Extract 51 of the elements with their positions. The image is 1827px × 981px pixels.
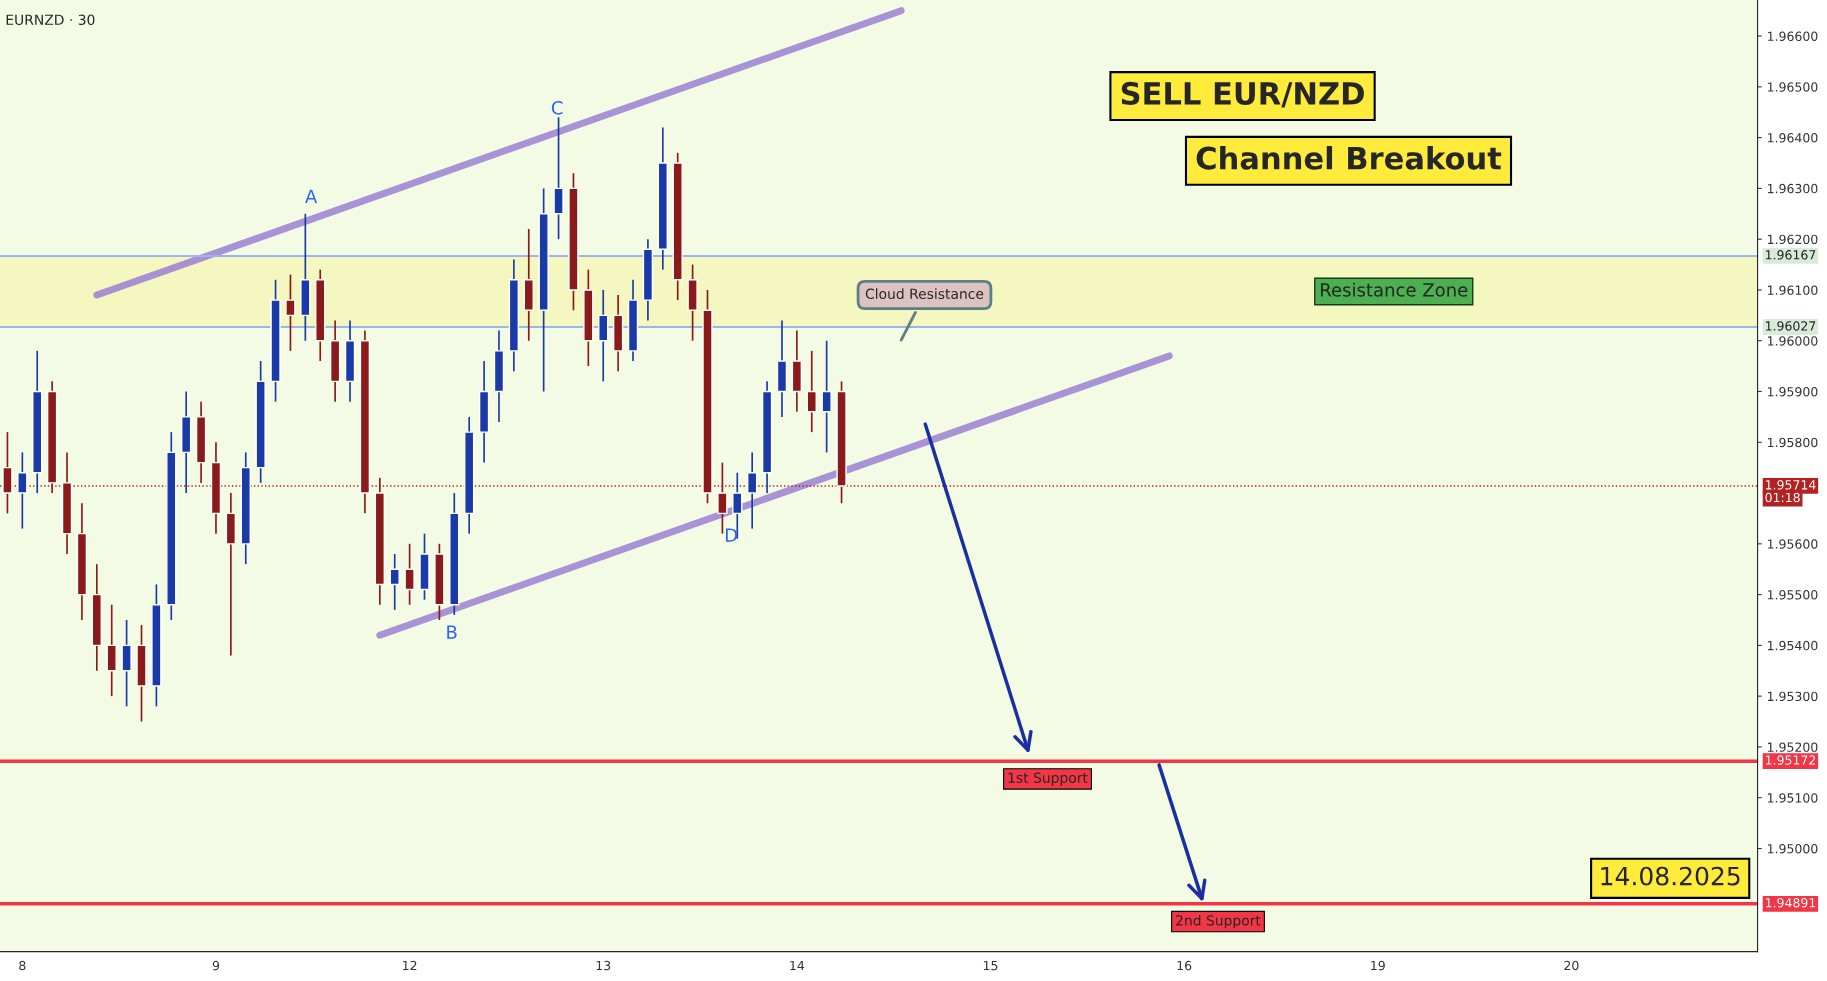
ref-line-label: 1.96167 — [1765, 250, 1816, 260]
candlestick — [17, 451, 28, 530]
annotation: D — [725, 528, 738, 542]
candlestick — [389, 553, 400, 611]
candlestick — [806, 350, 817, 433]
annotation: Cloud Resistance — [865, 288, 984, 300]
candlestick — [717, 461, 728, 535]
y-tick-label: 1.96000 — [1767, 336, 1818, 346]
y-tick-label: 1.96400 — [1767, 133, 1818, 143]
x-tick-label: 12 — [403, 960, 417, 971]
x-tick-label: 16 — [1177, 960, 1192, 971]
y-tick-label: 1.96200 — [1767, 234, 1818, 245]
ref-line-label: 1.94891 — [1765, 898, 1816, 908]
annotation: EURNZD · 30 — [6, 14, 95, 26]
y-tick-label: 1.95100 — [1767, 793, 1818, 803]
candlestick — [285, 273, 296, 352]
text: Channel Breakout — [1196, 146, 1502, 170]
y-tick-label: 1.96300 — [1767, 183, 1818, 194]
y-tick-label: 1.95900 — [1767, 386, 1818, 397]
y-tick-label: 1.95000 — [1767, 843, 1818, 854]
x-tick-label: 9 — [212, 960, 220, 971]
annotation: 2nd Support — [1176, 914, 1261, 929]
y-tick-label: 1.95400 — [1767, 640, 1818, 651]
text: 01:18 — [1765, 492, 1800, 503]
y-tick-label: 1.95500 — [1767, 590, 1818, 600]
annotation: B — [447, 625, 457, 639]
candlestick — [821, 339, 832, 454]
x-tick-label: 15 — [983, 960, 998, 971]
x-tick-label: 14 — [790, 960, 805, 971]
ref-line-label: 1.95714 — [1765, 480, 1816, 490]
annotation: 14.08.2025 — [1601, 866, 1740, 886]
y-tick-label: 1.96500 — [1767, 82, 1818, 92]
x-tick-label: 13 — [596, 960, 611, 971]
annotation: 1st Support — [1008, 772, 1088, 786]
x-tick-label: 19 — [1371, 960, 1385, 971]
annotation: C — [551, 101, 563, 115]
x-tick-label: 8 — [19, 960, 26, 971]
y-tick-label: 1.96600 — [1767, 31, 1818, 41]
ref-line-label: 1.95172 — [1765, 755, 1816, 765]
candlestick — [404, 542, 415, 606]
x-tick-label: 20 — [1564, 960, 1579, 971]
text: SELL EUR/NZD — [1121, 81, 1364, 108]
candlestick — [747, 451, 758, 530]
band-label: Resistance Zone — [1321, 282, 1468, 297]
y-tick-label: 1.95200 — [1767, 742, 1818, 752]
y-tick-label: 1.95800 — [1767, 437, 1818, 448]
y-tick-label: 1.95300 — [1767, 691, 1818, 702]
ref-line-label: 1.96027 — [1765, 321, 1816, 331]
y-tick-label: 1.96100 — [1767, 285, 1818, 295]
y-tick-label: 1.95600 — [1767, 539, 1818, 549]
annotation: A — [305, 189, 318, 203]
